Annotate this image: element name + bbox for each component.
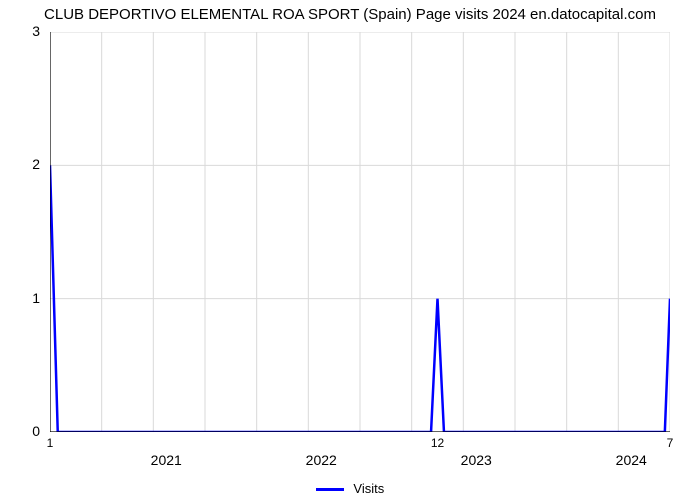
legend: Visits xyxy=(0,481,700,496)
y-tick-label: 0 xyxy=(0,423,40,439)
y-tick-label: 3 xyxy=(0,23,40,39)
chart-svg xyxy=(50,32,670,432)
x-tick-major-label: 2023 xyxy=(461,452,492,468)
x-tick-minor-label: 7 xyxy=(667,436,674,450)
chart-title: CLUB DEPORTIVO ELEMENTAL ROA SPORT (Spai… xyxy=(0,6,700,23)
legend-label: Visits xyxy=(353,481,384,496)
x-tick-minor-label: 12 xyxy=(431,436,444,450)
x-tick-minor-label: 1 xyxy=(47,436,54,450)
plot-area xyxy=(50,32,670,432)
legend-swatch xyxy=(316,488,344,491)
x-tick-major-label: 2024 xyxy=(616,452,647,468)
y-tick-label: 1 xyxy=(0,290,40,306)
y-tick-label: 2 xyxy=(0,156,40,172)
x-tick-major-label: 2022 xyxy=(306,452,337,468)
x-tick-major-label: 2021 xyxy=(151,452,182,468)
